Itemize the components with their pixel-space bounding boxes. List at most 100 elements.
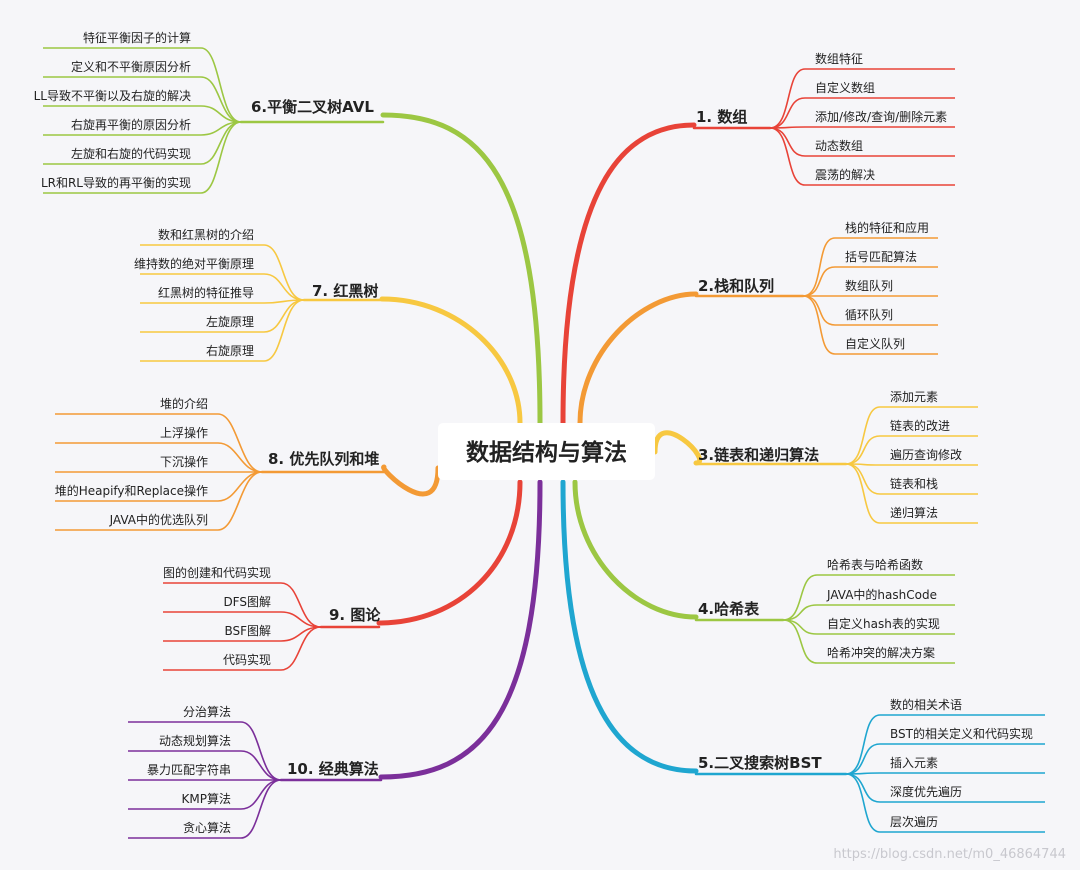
leaf-label-6-2[interactable]: 定义和不平衡原因分析 — [71, 59, 191, 74]
leaf-connector-2-5 — [802, 295, 836, 355]
branch-label-7[interactable]: 7. 红黑树 — [312, 282, 378, 300]
branch-label-9[interactable]: 9. 图论 — [329, 606, 381, 624]
leaf-connector-4-4 — [782, 619, 818, 664]
leaf-label-4-3[interactable]: 自定义hash表的实现 — [827, 616, 940, 631]
branch-label-4[interactable]: 4.哈希表 — [698, 600, 760, 618]
leaf-label-4-4[interactable]: 哈希冲突的解决方案 — [827, 645, 935, 660]
leaf-label-8-2[interactable]: 上浮操作 — [160, 425, 208, 440]
leaf-label-10-3[interactable]: 暴力匹配字符串 — [147, 762, 231, 777]
leaf-label-4-1[interactable]: 哈希表与哈希函数 — [827, 557, 923, 572]
leaf-connector-4-2 — [782, 604, 818, 621]
leaf-connector-7-5 — [263, 299, 305, 362]
leaf-connector-8-2 — [217, 442, 263, 473]
leaf-label-8-5[interactable]: JAVA中的优选队列 — [109, 512, 208, 527]
leaf-label-7-1[interactable]: 数和红黑树的介绍 — [158, 227, 254, 242]
leaf-label-1-4[interactable]: 动态数组 — [815, 138, 863, 153]
branch-label-2[interactable]: 2.栈和队列 — [698, 277, 774, 295]
leaf-label-9-3[interactable]: BSF图解 — [224, 624, 271, 638]
leaf-connector-3-2 — [845, 435, 881, 465]
branch-connector-9 — [376, 479, 523, 626]
leaf-label-1-5[interactable]: 震荡的解决 — [815, 167, 875, 182]
leaf-connector-4-3 — [782, 619, 818, 635]
leaf-label-6-1[interactable]: 特征平衡因子的计算 — [83, 30, 191, 45]
leaf-label-9-4[interactable]: 代码实现 — [223, 652, 271, 667]
branch-connector-2 — [577, 291, 699, 426]
branch-connector-3 — [652, 430, 703, 466]
leaf-label-10-2[interactable]: 动态规划算法 — [159, 733, 231, 748]
branch-label-10[interactable]: 10. 经典算法 — [287, 760, 379, 778]
leaf-label-2-2[interactable]: 括号匹配算法 — [845, 249, 917, 264]
leaf-label-6-3[interactable]: LL导致不平衡以及右旋的解决 — [34, 88, 191, 103]
watermark-url: https://blog.csdn.net/m0_46864744 — [833, 847, 1066, 862]
leaf-label-3-1[interactable]: 添加元素 — [890, 390, 938, 404]
branch-label-8[interactable]: 8. 优先队列和堆 — [268, 450, 379, 468]
leaf-connector-5-5 — [845, 773, 881, 833]
leaf-label-7-3[interactable]: 红黑树的特征推导 — [158, 285, 254, 300]
branch-connector-6 — [380, 112, 543, 426]
branch-connector-5 — [560, 479, 699, 774]
leaf-connector-10-2 — [240, 750, 282, 781]
leaf-label-3-5[interactable]: 递归算法 — [890, 505, 938, 520]
central-topic-title: 数据结构与算法 — [466, 439, 627, 466]
leaf-label-5-2[interactable]: BST的相关定义和代码实现 — [890, 726, 1033, 741]
leaf-connector-10-1 — [240, 721, 282, 781]
leaf-label-3-4[interactable]: 链表和栈 — [890, 476, 938, 491]
leaf-label-2-5[interactable]: 自定义队列 — [845, 336, 905, 351]
leaf-label-4-2[interactable]: JAVA中的hashCode — [826, 587, 937, 602]
leaf-label-1-2[interactable]: 自定义数组 — [815, 80, 875, 95]
leaf-label-2-3[interactable]: 数组队列 — [845, 278, 893, 293]
leaf-label-1-1[interactable]: 数组特征 — [815, 51, 863, 66]
branch-label-5[interactable]: 5.二叉搜索树BST — [698, 754, 822, 772]
leaf-connector-6-1 — [200, 47, 242, 123]
leaf-label-3-3[interactable]: 遍历查询修改 — [890, 447, 962, 462]
leaf-label-6-5[interactable]: 左旋和右旋的代码实现 — [71, 146, 191, 161]
leaf-connector-2-2 — [802, 266, 836, 297]
leaf-label-5-1[interactable]: 数的相关术语 — [890, 697, 962, 712]
leaf-connector-10-5 — [240, 779, 282, 839]
leaf-label-7-2[interactable]: 维持数的绝对平衡原理 — [134, 256, 254, 271]
branch-connector-4 — [572, 479, 699, 620]
leaf-connector-7-1 — [263, 244, 305, 301]
branch-connector-8 — [381, 464, 441, 497]
leaf-connector-3-5 — [845, 463, 881, 524]
leaf-label-5-5[interactable]: 层次遍历 — [890, 815, 938, 829]
leaf-connector-5-1 — [845, 714, 881, 775]
leaf-label-9-1[interactable]: 图的创建和代码实现 — [163, 565, 271, 580]
leaf-connector-8-1 — [217, 413, 263, 473]
leaf-connector-8-4 — [217, 471, 263, 502]
branch-connector-7 — [379, 296, 523, 426]
leaf-connector-9-2 — [280, 611, 322, 628]
branch-label-3[interactable]: 3.链表和递归算法 — [698, 446, 819, 464]
branch-label-6[interactable]: 6.平衡二叉树AVL — [251, 98, 374, 116]
leaf-connector-6-6 — [200, 121, 242, 194]
leaf-label-10-4[interactable]: KMP算法 — [182, 791, 231, 806]
leaf-label-6-4[interactable]: 右旋再平衡的原因分析 — [71, 117, 191, 132]
leaf-label-7-4[interactable]: 左旋原理 — [206, 314, 254, 329]
connector-layer — [43, 47, 1045, 839]
leaf-label-7-5[interactable]: 右旋原理 — [206, 343, 254, 358]
leaf-label-1-3[interactable]: 添加/修改/查询/删除元素 — [815, 109, 947, 124]
leaf-connector-1-1 — [769, 68, 806, 129]
leaf-label-9-2[interactable]: DFS图解 — [223, 595, 271, 609]
leaf-label-5-4[interactable]: 深度优先遍历 — [890, 784, 962, 799]
leaf-label-2-1[interactable]: 栈的特征和应用 — [845, 220, 929, 235]
leaf-connector-4-1 — [782, 574, 818, 621]
leaf-connector-1-5 — [769, 127, 806, 186]
leaf-connector-1-2 — [769, 97, 806, 129]
leaf-label-2-4[interactable]: 循环队列 — [845, 307, 893, 322]
leaf-label-10-1[interactable]: 分治算法 — [183, 704, 231, 719]
leaf-label-8-3[interactable]: 下沉操作 — [160, 454, 208, 469]
leaf-label-8-4[interactable]: 堆的Heapify和Replace操作 — [55, 483, 208, 498]
central-topic[interactable]: 数据结构与算法 — [438, 423, 655, 480]
branch-label-1[interactable]: 1. 数组 — [696, 108, 747, 126]
leaf-connector-7-2 — [263, 273, 305, 301]
leaf-label-5-3[interactable]: 插入元素 — [890, 756, 938, 770]
leaf-label-3-2[interactable]: 链表的改进 — [890, 418, 950, 433]
leaf-label-10-5[interactable]: 贪心算法 — [183, 820, 231, 835]
leaf-connector-5-2 — [845, 743, 881, 775]
leaf-label-8-1[interactable]: 堆的介绍 — [160, 396, 208, 411]
central-topic-box — [438, 423, 655, 480]
leaf-label-6-6[interactable]: LR和RL导致的再平衡的实现 — [41, 175, 191, 190]
